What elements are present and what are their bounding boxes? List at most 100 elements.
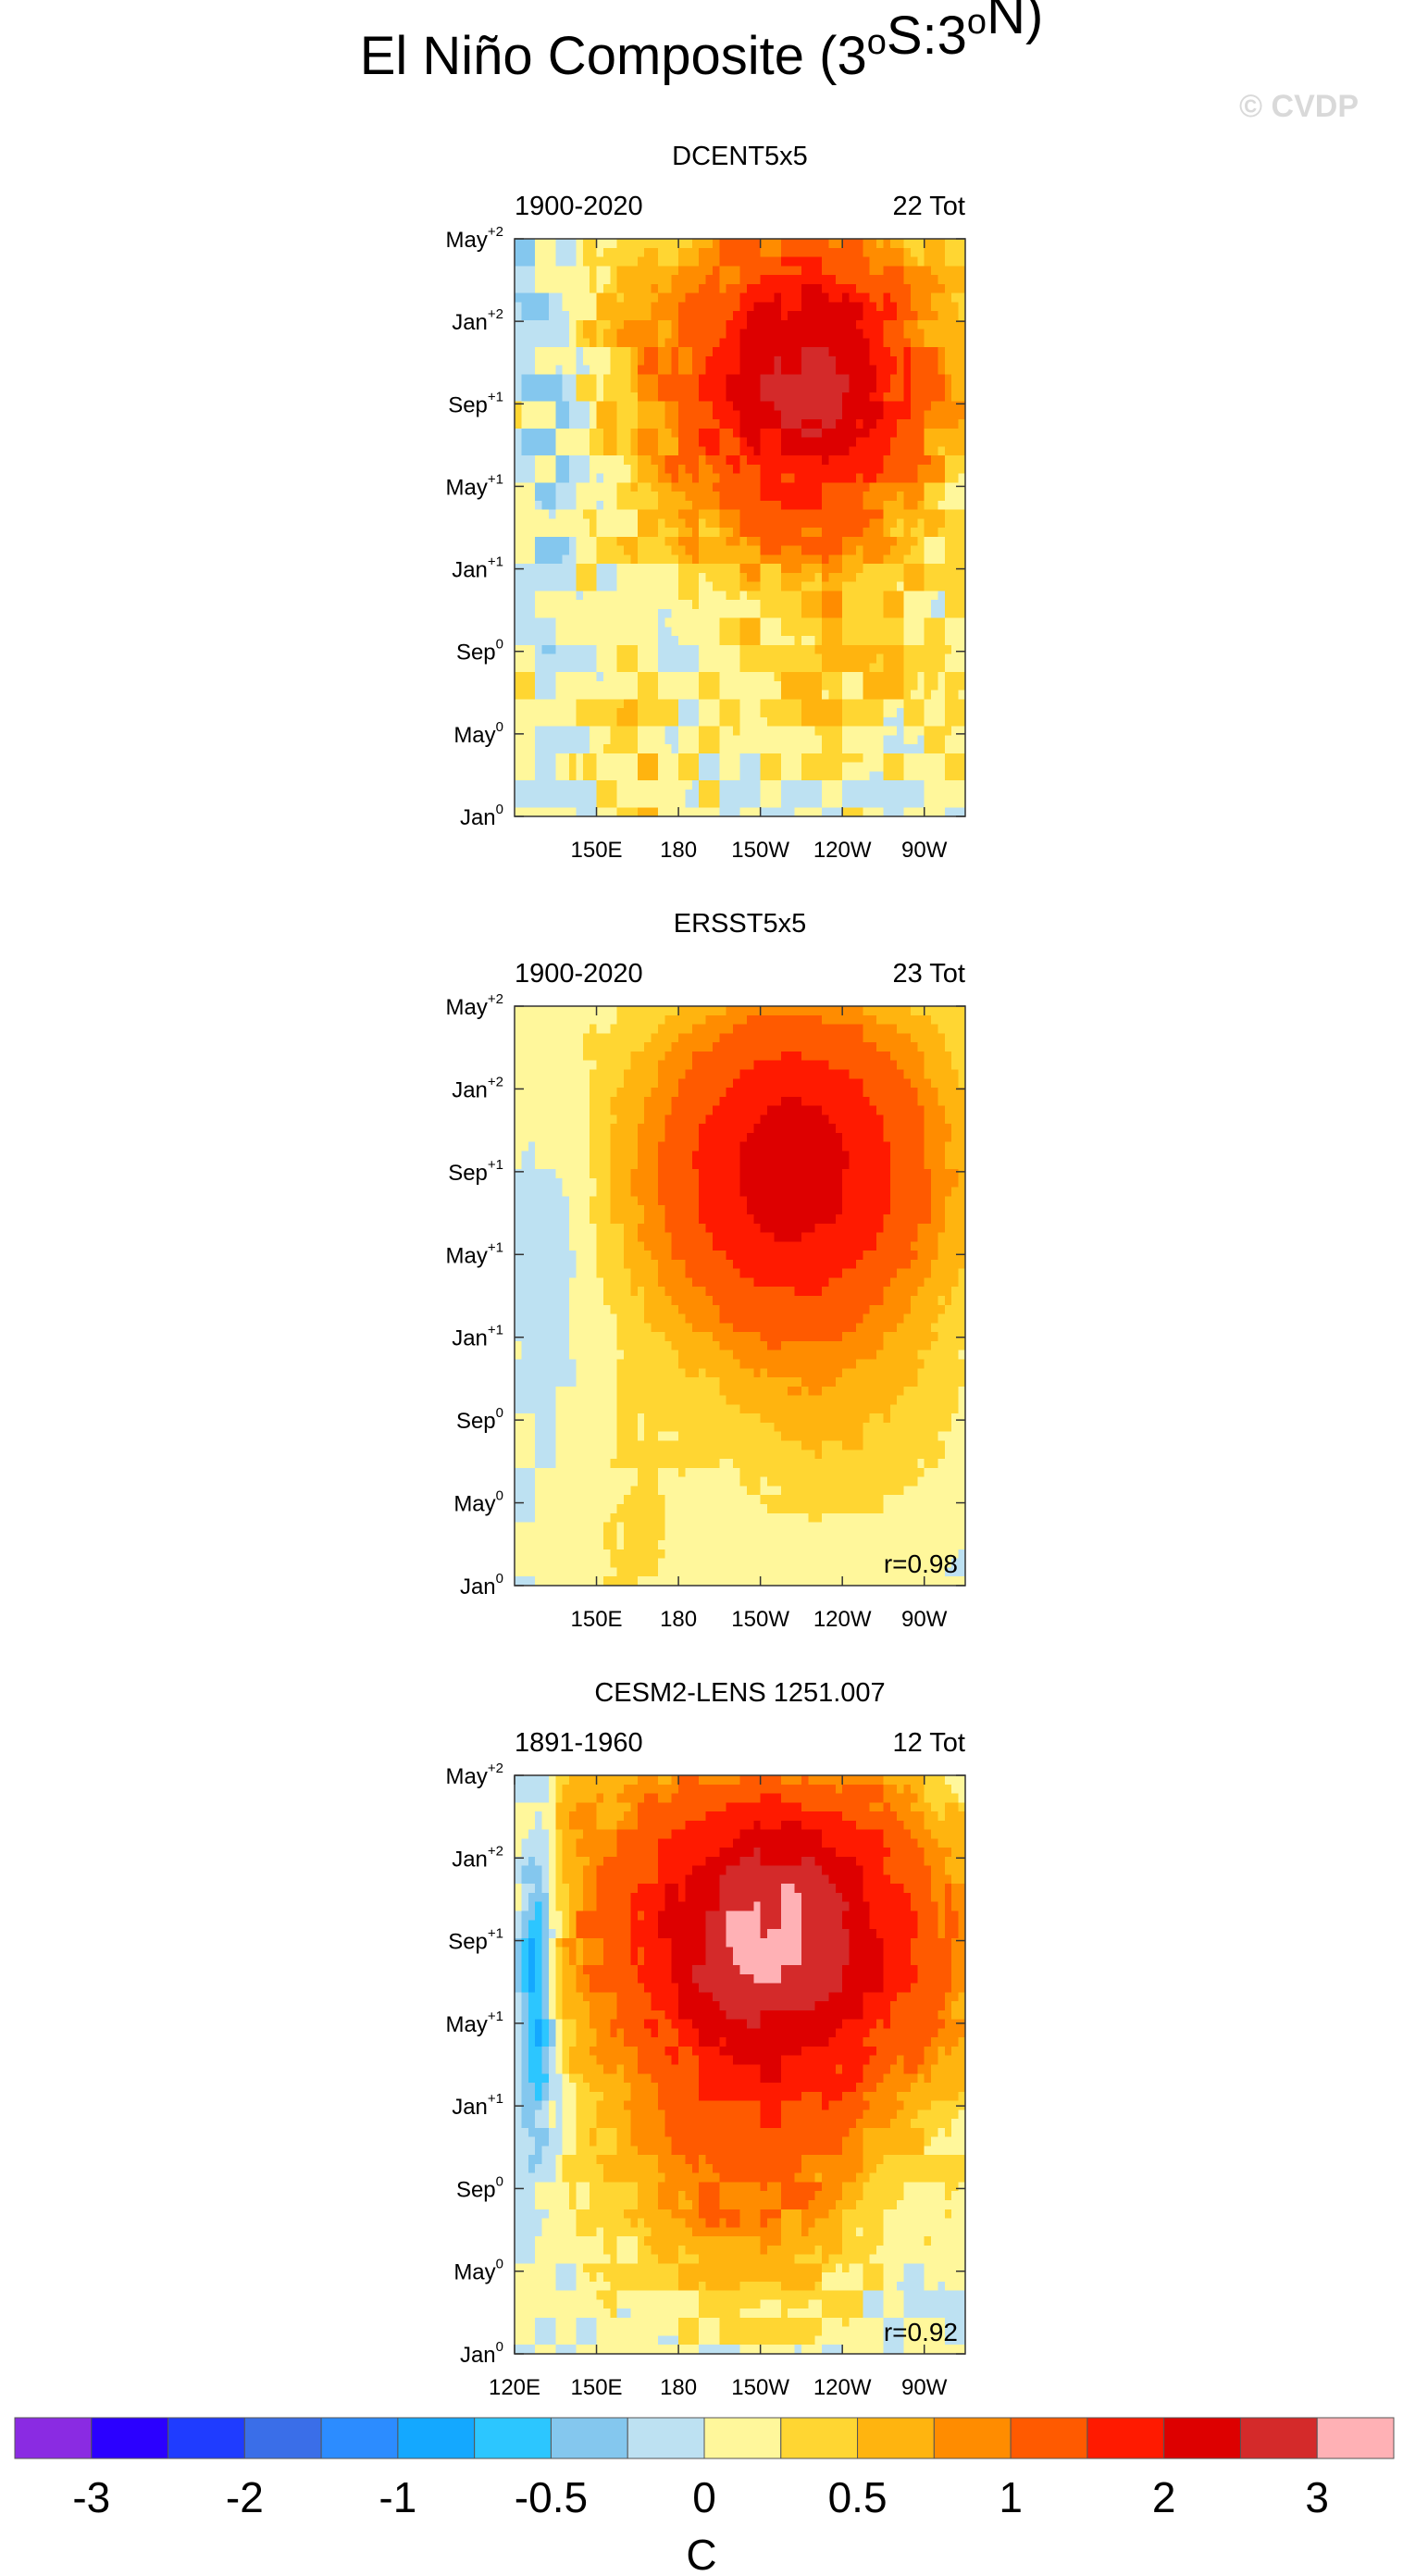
- heatmap-cell: [876, 608, 885, 619]
- heatmap-cell: [897, 283, 905, 294]
- heatmap-cell: [664, 644, 673, 655]
- heatmap-cell: [780, 437, 788, 447]
- heatmap-cell: [590, 680, 598, 691]
- heatmap-cell: [562, 690, 570, 700]
- heatmap-cell: [582, 1540, 590, 1550]
- heatmap-cell: [521, 1313, 529, 1324]
- heatmap-cell: [555, 1205, 564, 1215]
- heatmap-cell: [767, 653, 775, 664]
- heatmap-cell: [515, 392, 522, 403]
- heatmap-cell: [910, 365, 918, 375]
- heatmap-cell: [521, 1359, 529, 1369]
- heatmap-cell: [685, 762, 693, 772]
- heatmap-cell: [780, 762, 788, 772]
- heatmap-cell: [651, 492, 659, 502]
- heatmap-cell: [822, 292, 830, 303]
- heatmap-cell: [576, 753, 584, 764]
- heatmap-cell: [733, 591, 741, 601]
- heatmap-cell: [596, 509, 604, 519]
- heatmap-cell: [712, 428, 720, 439]
- heatmap-cell: [582, 1440, 590, 1450]
- heatmap-cell: [937, 365, 946, 375]
- heatmap-cell: [726, 708, 734, 718]
- heatmap-cell: [610, 680, 618, 691]
- heatmap-cell: [555, 1313, 564, 1324]
- heatmap-cell: [541, 699, 550, 709]
- heatmap-cell: [541, 1404, 550, 1414]
- heatmap-cell: [562, 680, 570, 691]
- heatmap-cell: [889, 771, 898, 781]
- heatmap-cell: [535, 653, 543, 664]
- heatmap-cell: [515, 1187, 522, 1198]
- heatmap-cell: [582, 1042, 590, 1052]
- heatmap-cell: [548, 1141, 556, 1152]
- heatmap-cell: [535, 753, 543, 764]
- heatmap-cell: [808, 365, 816, 375]
- heatmap-cell: [958, 338, 966, 348]
- heatmap-cell: [924, 446, 932, 456]
- heatmap-cell: [712, 581, 720, 591]
- heatmap-cell: [569, 1558, 577, 1569]
- heatmap-cell: [515, 1033, 522, 1043]
- heatmap-cell: [780, 690, 788, 700]
- heatmap-cell: [903, 644, 912, 655]
- heatmap-cell: [678, 428, 687, 439]
- heatmap-cell: [822, 500, 830, 511]
- heatmap-cell: [569, 581, 577, 591]
- heatmap-cell: [521, 464, 529, 475]
- heatmap-cell: [828, 591, 837, 601]
- heatmap-cell: [521, 1124, 529, 1134]
- heatmap-cell: [897, 798, 905, 808]
- heatmap-cell: [883, 627, 891, 637]
- heatmap-cell: [562, 608, 570, 619]
- heatmap-cell: [746, 726, 754, 736]
- heatmap-cell: [630, 347, 639, 357]
- heatmap-cell: [753, 608, 762, 619]
- heatmap-cell: [780, 699, 788, 709]
- heatmap-cell: [712, 600, 720, 610]
- heatmap-cell: [855, 329, 863, 339]
- heatmap-cell: [548, 536, 556, 547]
- heatmap-cell: [555, 753, 564, 764]
- heatmap-cell: [719, 591, 727, 601]
- heatmap-cell: [630, 518, 639, 529]
- heatmap-cell: [555, 1368, 564, 1378]
- heatmap-cell: [733, 283, 741, 294]
- heatmap-cell: [624, 302, 632, 312]
- heatmap-cell: [644, 319, 652, 330]
- heatmap-cell: [562, 365, 570, 375]
- heatmap-cell: [535, 608, 543, 619]
- heatmap-cell: [917, 518, 925, 529]
- heatmap-cell: [671, 789, 679, 800]
- heatmap-cell: [555, 1033, 564, 1043]
- heatmap-cell: [808, 302, 816, 312]
- heatmap-cell: [822, 239, 830, 249]
- heatmap-cell: [528, 1232, 536, 1242]
- heatmap-cell: [541, 455, 550, 466]
- heatmap-cell: [780, 600, 788, 610]
- heatmap-cell: [515, 1368, 522, 1378]
- heatmap-cell: [657, 680, 665, 691]
- heatmap-cell: [958, 636, 966, 646]
- heatmap-cell: [863, 338, 871, 348]
- heatmap-cell: [528, 708, 536, 718]
- heatmap-cell: [569, 1213, 577, 1225]
- heatmap-cell: [876, 735, 885, 745]
- heatmap-cell: [582, 680, 590, 691]
- heatmap-cell: [576, 627, 584, 637]
- heatmap-cell: [863, 653, 871, 664]
- heatmap-cell: [794, 528, 802, 538]
- heatmap-cell: [528, 627, 536, 637]
- heatmap-cell: [951, 329, 960, 339]
- heatmap-cell: [555, 1404, 564, 1414]
- heatmap-cell: [521, 247, 529, 258]
- heatmap-cell: [917, 545, 925, 555]
- heatmap-cell: [576, 1531, 584, 1541]
- heatmap-cell: [569, 1549, 577, 1560]
- heatmap-cell: [958, 644, 966, 655]
- heatmap-cell: [664, 302, 673, 312]
- heatmap-cell: [569, 1386, 577, 1397]
- heatmap-cell: [576, 680, 584, 691]
- heatmap-cell: [535, 374, 543, 384]
- heatmap-cell: [528, 1304, 536, 1315]
